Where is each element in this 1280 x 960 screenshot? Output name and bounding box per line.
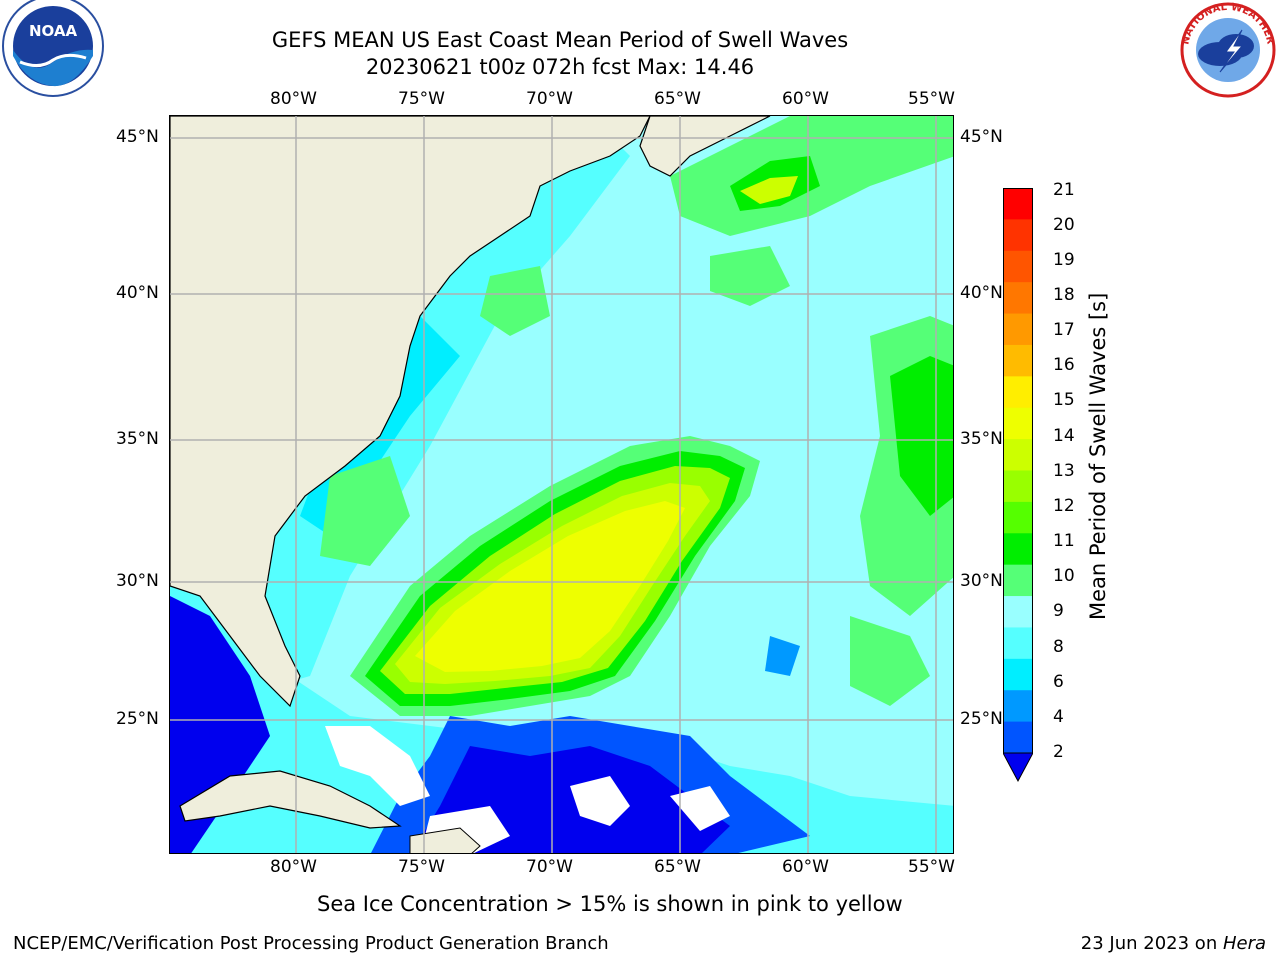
colorbar-label: Mean Period of Swell Waves [s] xyxy=(1086,292,1110,620)
colorbar-tick: 21 xyxy=(1053,180,1075,200)
lat-label-left: 35°N xyxy=(116,429,159,449)
colorbar-tick: 17 xyxy=(1053,320,1075,340)
blue-patch xyxy=(765,636,800,676)
colorbar-tick: 20 xyxy=(1053,215,1075,235)
colorbar-swatch xyxy=(1003,596,1033,628)
lat-label-left: 40°N xyxy=(116,283,159,303)
footer-date-text: 23 Jun 2023 on xyxy=(1080,933,1223,954)
footer-host: Hera xyxy=(1222,933,1266,954)
colorbar-swatch xyxy=(1003,501,1033,534)
colorbar-swatch xyxy=(1003,344,1033,377)
colorbar-tick: 19 xyxy=(1053,250,1075,270)
no-data-patch-2 xyxy=(670,786,730,831)
eastern-green-core xyxy=(890,356,953,516)
nws-logo-icon: NATIONAL WEATHER SERVICE xyxy=(1172,0,1280,100)
lon-label-top: 60°W xyxy=(782,89,829,109)
footer-credit: NCEP/EMC/Verification Post Processing Pr… xyxy=(13,933,609,954)
colorbar-tick: 12 xyxy=(1053,496,1075,516)
north-america-land xyxy=(170,116,651,708)
cuba-land xyxy=(179,770,402,829)
lon-label-bottom: 75°W xyxy=(398,857,445,877)
colorbar-tick: 13 xyxy=(1053,461,1075,481)
lat-label-left: 45°N xyxy=(116,127,159,147)
colorbar-swatches xyxy=(1002,188,1034,783)
colorbar-tick: 9 xyxy=(1053,601,1064,621)
colorbar-tick: 18 xyxy=(1053,285,1075,305)
colorbar-swatch xyxy=(1003,219,1033,252)
lat-label-right: 40°N xyxy=(960,283,1003,303)
colorbar-swatch xyxy=(1003,439,1033,471)
colorbar-tick: 10 xyxy=(1053,566,1075,586)
colorbar-swatch xyxy=(1003,188,1033,220)
colorbar-tick: 2 xyxy=(1053,742,1064,762)
colorbar-swatch xyxy=(1003,627,1033,660)
colorbar-swatch xyxy=(1003,282,1033,315)
lon-label-bottom: 55°W xyxy=(908,857,955,877)
lon-label-bottom: 65°W xyxy=(654,857,701,877)
colorbar-tick: 11 xyxy=(1053,531,1075,551)
colorbar-tick: 6 xyxy=(1053,672,1064,692)
chart-subtitle: 20230621 t00z 072h fcst Max: 14.46 xyxy=(365,55,755,79)
colorbar-swatch xyxy=(1003,690,1033,723)
lat-label-right: 45°N xyxy=(960,127,1003,147)
no-data-patch-1 xyxy=(570,776,630,826)
swell-period-map xyxy=(169,115,954,854)
hispaniola-land xyxy=(409,827,481,853)
gulf-deep-blue-zone xyxy=(170,596,270,853)
northeast-max xyxy=(740,176,798,204)
lat-label-right: 30°N xyxy=(960,571,1003,591)
lon-label-top: 55°W xyxy=(908,89,955,109)
colorbar-tick: 14 xyxy=(1053,426,1075,446)
green-patch-3 xyxy=(480,266,550,336)
colorbar-swatch xyxy=(1003,564,1033,597)
colorbar-tick: 8 xyxy=(1053,637,1064,657)
green-patch-4 xyxy=(320,456,410,566)
colorbar-under-triangle xyxy=(1002,752,1034,783)
colorbar-tick: 4 xyxy=(1053,707,1064,727)
colorbar-swatch xyxy=(1003,658,1033,691)
colorbar-swatch xyxy=(1003,533,1033,566)
chart-title: GEFS MEAN US East Coast Mean Period of S… xyxy=(271,28,849,52)
svg-text:NOAA: NOAA xyxy=(29,22,78,40)
colorbar-swatch xyxy=(1003,407,1033,440)
green-patch-1 xyxy=(710,246,790,306)
colorbar-swatch xyxy=(1003,250,1033,283)
graticule xyxy=(170,116,953,853)
colorbar-swatch xyxy=(1003,313,1033,346)
lat-label-left: 30°N xyxy=(116,571,159,591)
footer-date: 23 Jun 2023 on Hera xyxy=(1081,933,1266,954)
sea-ice-note: Sea Ice Concentration > 15% is shown in … xyxy=(317,892,903,916)
lon-label-bottom: 70°W xyxy=(526,857,573,877)
southern-zone xyxy=(170,586,953,853)
lat-label-left: 25°N xyxy=(116,709,159,729)
map-canvas xyxy=(170,116,953,853)
colorbar xyxy=(1002,188,1034,783)
green-patch-2 xyxy=(850,616,930,706)
colorbar-swatch xyxy=(1003,376,1033,409)
no-data-bahamas xyxy=(325,726,430,806)
swell-tongue-max xyxy=(415,501,685,672)
colorbar-tick: 16 xyxy=(1053,355,1075,375)
colorbar-swatch xyxy=(1003,470,1033,503)
noaa-logo-icon: NOAA xyxy=(0,0,106,106)
lon-label-top: 75°W xyxy=(398,89,445,109)
colorbar-border xyxy=(1003,188,1033,754)
lon-label-top: 80°W xyxy=(270,89,317,109)
lon-label-bottom: 60°W xyxy=(782,857,829,877)
colorbar-swatch xyxy=(1003,721,1033,754)
lat-label-right: 25°N xyxy=(960,709,1003,729)
lat-label-right: 35°N xyxy=(960,429,1003,449)
lon-label-top: 65°W xyxy=(654,89,701,109)
lon-label-bottom: 80°W xyxy=(270,857,317,877)
lon-label-top: 70°W xyxy=(526,89,573,109)
colorbar-tick: 15 xyxy=(1053,390,1075,410)
